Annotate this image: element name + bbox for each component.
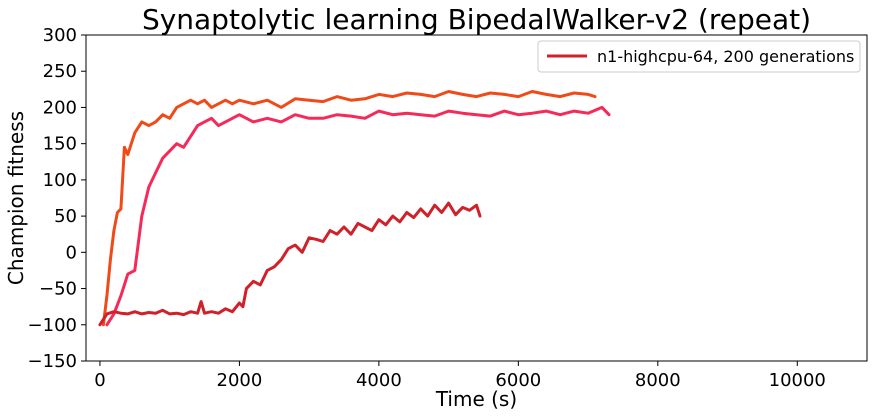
series-layer bbox=[98, 90, 611, 327]
y-tick-label: 50 bbox=[54, 206, 77, 227]
y-tick-label: 150 bbox=[43, 134, 77, 155]
x-tick-label: 4000 bbox=[356, 370, 402, 391]
x-tick-label: 10000 bbox=[769, 370, 826, 391]
legend: n1-highcpu-64, 200 generations bbox=[537, 40, 861, 73]
series-line-1 bbox=[98, 201, 482, 327]
legend-entry-label: n1-highcpu-64, 200 generations bbox=[597, 47, 854, 66]
chart-title: Synaptolytic learning BipedalWalker-v2 (… bbox=[142, 3, 811, 36]
x-tick-label: 6000 bbox=[495, 370, 541, 391]
y-tick-label: −100 bbox=[28, 315, 77, 336]
series-line-2 bbox=[101, 90, 597, 327]
y-tick-label: 200 bbox=[43, 97, 77, 118]
x-tick-label: 2000 bbox=[217, 370, 263, 391]
y-tick-label: 300 bbox=[43, 25, 77, 46]
legend-box bbox=[537, 40, 861, 73]
x-axis-label: Time (s) bbox=[435, 387, 517, 411]
y-axis-label: Champion fitness bbox=[4, 111, 28, 285]
y-tick-label: 0 bbox=[66, 242, 77, 263]
y-tick-label: 100 bbox=[43, 170, 77, 191]
plot-area bbox=[85, 34, 868, 362]
axes-layer: 0 2000 4000 6000 8000 10000 −150 −100 −50 0 50 100 1… bbox=[28, 25, 826, 391]
y-tick-label: −50 bbox=[39, 279, 77, 300]
x-tick-label: 0 bbox=[94, 370, 105, 391]
y-tick-label: −150 bbox=[28, 351, 77, 372]
x-tick-label: 8000 bbox=[635, 370, 681, 391]
y-tick-label: 250 bbox=[43, 61, 77, 82]
series-line-3 bbox=[105, 105, 611, 327]
